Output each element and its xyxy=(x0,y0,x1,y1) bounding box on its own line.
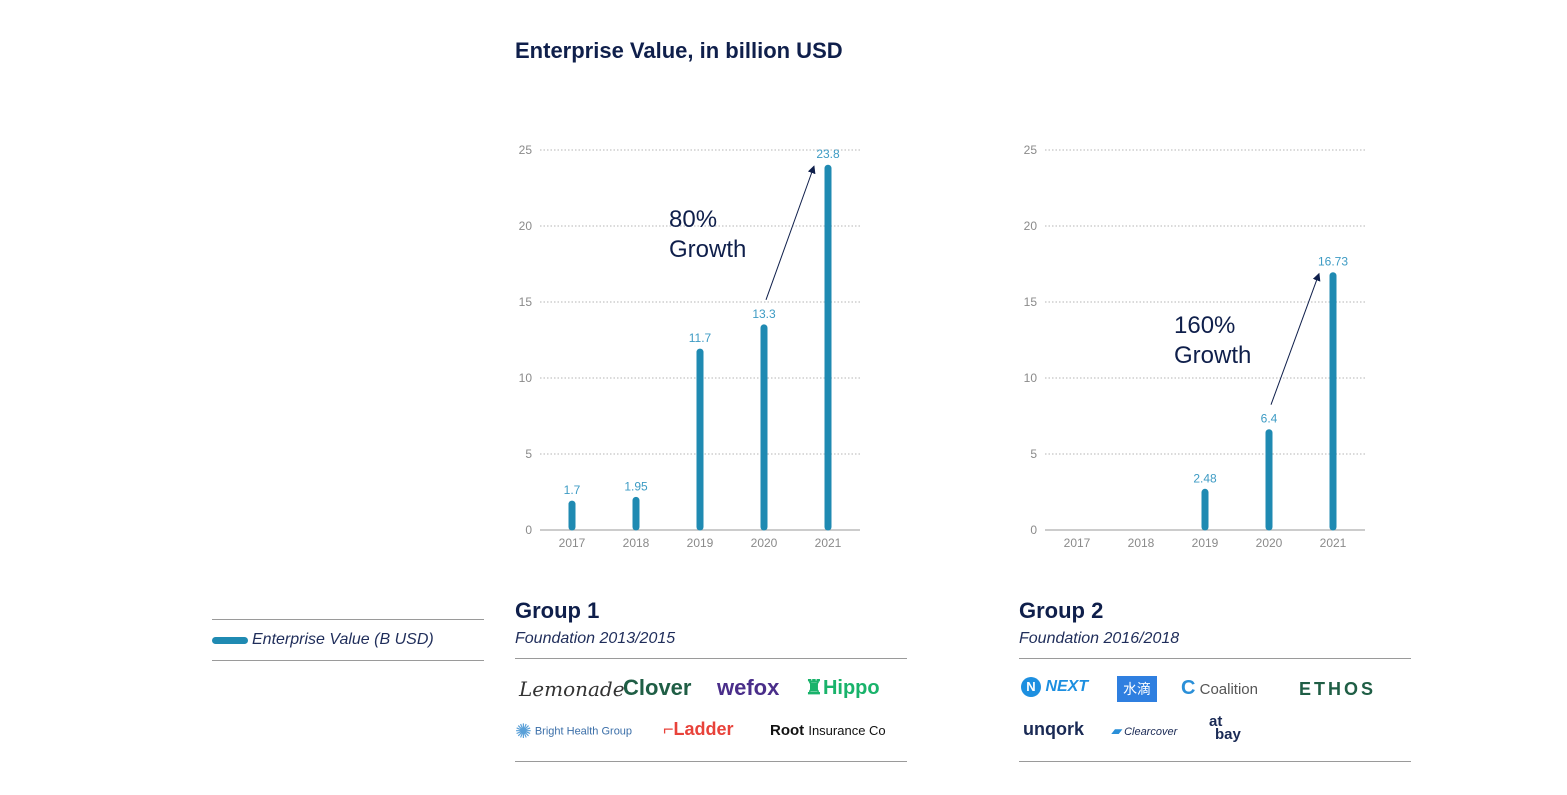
logo-list: Lemonade Clover wefox ♜Hippo ✺ Bright He… xyxy=(515,658,907,762)
logo-atbay-bay: bay xyxy=(1215,726,1241,743)
logo-clearcover: ▰ Clearcover xyxy=(1111,723,1177,739)
y-tick-label: 15 xyxy=(519,295,533,309)
logo-clearcover-text: Clearcover xyxy=(1124,726,1178,738)
data-label: 2.48 xyxy=(1193,471,1217,485)
chart-group-2: 0 5 10 15 20 25 2017 2018 2019 2.48 2020 6.4 2021 16.… xyxy=(1024,143,1365,550)
y-tick-label: 0 xyxy=(525,523,532,537)
legend-label: Enterprise Value (B USD) xyxy=(252,631,434,648)
y-tick-label: 20 xyxy=(519,219,533,233)
growth-percent-label: 80% xyxy=(669,206,717,233)
logo-ladder: ⌐Ladder xyxy=(663,719,734,740)
logo-wefox: wefox xyxy=(717,675,780,700)
logo-atbay: at bay xyxy=(1209,713,1241,743)
growth-arrow xyxy=(1270,272,1321,405)
logo-clover: Clover xyxy=(623,675,692,700)
logo-ethos: ETHOS xyxy=(1299,679,1377,699)
logo-ladder-text: Ladder xyxy=(673,719,734,739)
x-tick-label: 2018 xyxy=(1128,536,1155,550)
x-tick-label: 2018 xyxy=(623,536,650,550)
group-title: Group 1 xyxy=(515,598,600,623)
logo-hippo-text: Hippo xyxy=(822,677,880,699)
group-2-panel: Group 2 Foundation 2016/2018 N NEXT 水滴 C… xyxy=(1019,598,1411,762)
x-tick-label: 2021 xyxy=(815,536,842,550)
data-label: 23.8 xyxy=(816,147,840,161)
sunburst-icon: ✺ xyxy=(515,721,532,743)
logo-unqork: unqork xyxy=(1023,719,1084,739)
next-n-icon: N xyxy=(1021,677,1041,697)
ladder-icon: ⌐ xyxy=(663,719,674,739)
legend: Enterprise Value (B USD) xyxy=(212,619,484,661)
logo-coalition-text: Coalition xyxy=(1199,681,1258,698)
group-1-panel: Group 1 Foundation 2013/2015 Lemonade Cl… xyxy=(515,598,907,762)
x-tick-label: 2019 xyxy=(687,536,714,550)
logo-coalition: C Coalition xyxy=(1181,677,1258,700)
logo-bright-health: ✺ Bright Health Group xyxy=(515,719,632,744)
data-label: 13.3 xyxy=(752,307,776,321)
y-tick-label: 20 xyxy=(1024,219,1038,233)
growth-arrow xyxy=(765,165,816,301)
data-label: 16.73 xyxy=(1318,255,1348,269)
growth-percent-label: 160% xyxy=(1174,312,1235,339)
group-subtitle: Foundation 2013/2015 xyxy=(515,630,676,647)
growth-word-label: Growth xyxy=(669,236,746,263)
logo-next: N NEXT xyxy=(1021,677,1088,697)
logo-list: N NEXT 水滴 C Coalition ETHOS unqork ▰ Cle… xyxy=(1019,658,1411,762)
y-tick-label: 10 xyxy=(519,371,533,385)
logo-root-text: Root xyxy=(770,722,805,739)
chart-group-1: 0 5 10 15 20 25 2017 1.7 2018 1.95 2019 11.7 2020 13.… xyxy=(519,143,860,550)
y-tick-label: 10 xyxy=(1024,371,1038,385)
group-subtitle: Foundation 2016/2018 xyxy=(1019,630,1180,647)
clearcover-icon: ▰ xyxy=(1111,723,1121,738)
coalition-icon: C xyxy=(1181,677,1196,699)
data-label: 1.95 xyxy=(624,479,648,493)
logo-next-text: NEXT xyxy=(1045,678,1089,695)
data-label: 1.7 xyxy=(564,483,581,497)
logo-lemonade: Lemonade xyxy=(519,677,625,701)
data-label: 6.4 xyxy=(1261,412,1278,426)
group-title: Group 2 xyxy=(1019,598,1104,623)
y-tick-label: 25 xyxy=(519,143,533,157)
x-tick-label: 2017 xyxy=(1064,536,1091,550)
logo-hippo: ♜Hippo xyxy=(805,675,880,700)
logo-shuidi: 水滴 xyxy=(1117,676,1157,702)
growth-word-label: Growth xyxy=(1174,342,1251,369)
x-tick-label: 2019 xyxy=(1192,536,1219,550)
y-tick-label: 0 xyxy=(1030,523,1037,537)
y-tick-label: 15 xyxy=(1024,295,1038,309)
data-label: 11.7 xyxy=(689,331,712,345)
logo-root: Root Insurance Co xyxy=(770,722,886,739)
logo-atbay-at: at xyxy=(1209,713,1223,730)
x-tick-label: 2020 xyxy=(751,536,778,550)
y-tick-label: 5 xyxy=(525,447,532,461)
legend-swatch xyxy=(212,637,248,644)
logo-root-subtext: Insurance Co xyxy=(808,723,886,738)
y-tick-label: 5 xyxy=(1030,447,1037,461)
x-tick-label: 2020 xyxy=(1256,536,1283,550)
x-tick-label: 2017 xyxy=(559,536,586,550)
page-title: Enterprise Value, in billion USD xyxy=(515,38,843,63)
y-tick-label: 25 xyxy=(1024,143,1038,157)
logo-bright-health-text: Bright Health Group xyxy=(534,725,633,738)
x-tick-label: 2021 xyxy=(1320,536,1347,550)
hippo-icon: ♜ xyxy=(805,677,823,699)
